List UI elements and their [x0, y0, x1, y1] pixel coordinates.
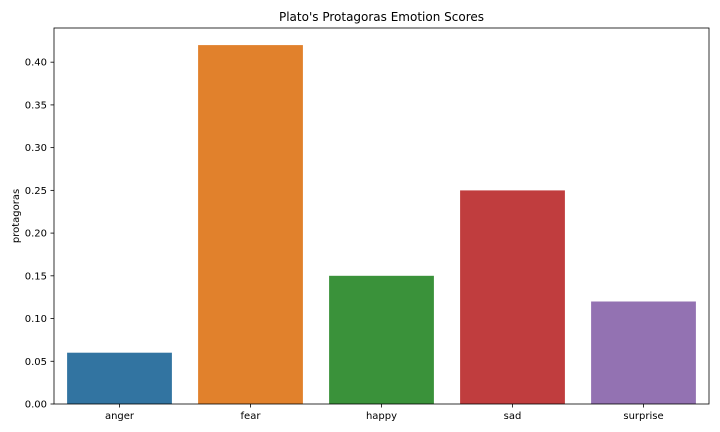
y-axis: 0.00 0.05 0.10 0.15 0.20 0.25 0.30 0.35 0.40 [25, 58, 54, 411]
bar-happy [329, 275, 434, 404]
y-tick-label: 0.25 [25, 186, 47, 197]
x-axis: anger fear happy sad surprise [105, 404, 664, 422]
bar-anger [67, 352, 172, 404]
y-tick-label: 0.30 [25, 143, 47, 154]
y-tick-label: 0.00 [25, 400, 47, 411]
chart-title: Plato's Protagoras Emotion Scores [279, 10, 484, 24]
bar-fear [198, 45, 303, 404]
y-tick-label: 0.05 [25, 357, 47, 368]
y-tick-label: 0.20 [25, 229, 47, 240]
y-tick-label: 0.10 [25, 314, 47, 325]
bar-surprise [591, 301, 696, 404]
y-tick-label: 0.15 [25, 271, 47, 282]
plot-frame [53, 27, 710, 405]
x-tick-label: sad [504, 411, 522, 422]
y-tick-label: 0.40 [25, 58, 47, 69]
bars-group [67, 45, 696, 404]
x-tick-label: fear [241, 411, 262, 422]
x-tick-label: happy [366, 411, 397, 422]
y-tick-label: 0.35 [25, 100, 47, 111]
y-axis-label: protagoras [11, 189, 22, 243]
bar-sad [460, 190, 565, 404]
x-tick-label: surprise [623, 411, 663, 422]
x-tick-label: anger [105, 411, 135, 422]
